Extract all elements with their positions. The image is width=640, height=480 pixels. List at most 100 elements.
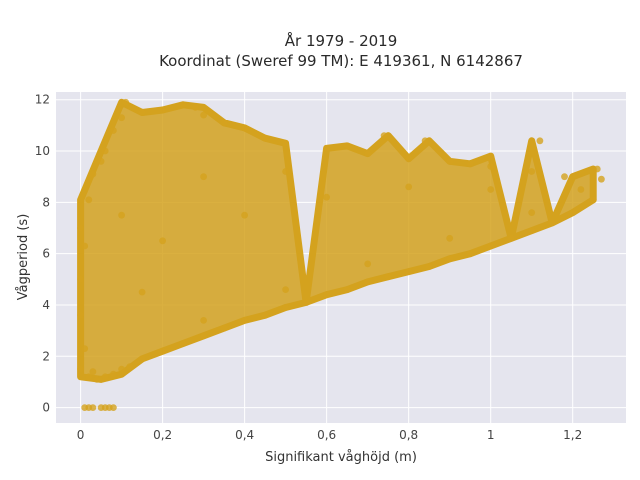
scatter-point (528, 227, 536, 235)
scatter-point (421, 137, 429, 145)
scatter-point (122, 98, 130, 106)
scatter-point (89, 368, 97, 376)
scatter-point (425, 263, 433, 270)
scatter-point (89, 404, 97, 411)
scatter-point (138, 109, 146, 116)
scatter-point (598, 175, 605, 183)
scatter-point (405, 155, 413, 163)
x-tick-label: 0 (77, 428, 85, 442)
scatter-point (569, 209, 577, 217)
scatter-point (528, 168, 536, 175)
scatter-point (200, 111, 208, 119)
scatter-point (81, 242, 89, 250)
scatter-point (110, 404, 117, 411)
scatter-point (282, 304, 289, 311)
scatter-point (241, 124, 249, 132)
y-axis-label: Vågperiod (s) (16, 214, 31, 301)
scatter-point (85, 373, 93, 381)
y-tick-label: 8 (42, 195, 50, 209)
y-tick-label: 2 (42, 349, 50, 363)
scatter-point (282, 168, 289, 175)
scatter-point (89, 170, 97, 178)
scatter-point (85, 196, 93, 204)
scatter-point (77, 311, 84, 319)
scatter-point (384, 273, 392, 281)
scatter-point (446, 157, 454, 165)
scatter-points (77, 98, 605, 411)
scatter-point (241, 211, 249, 219)
scatter-point (110, 127, 117, 134)
scatter-point (97, 157, 105, 165)
scatter-point (159, 106, 167, 114)
scatter-point (507, 234, 515, 242)
scatter-point (179, 101, 187, 109)
scatter-point (323, 291, 330, 299)
tick-labels: 0 0,2 0,4 0,6 0,8 1 1,2 0 2 4 6 8 10 12 (35, 93, 583, 442)
x-axis-label: Signifikant våghöjd (m) (265, 450, 417, 465)
scatter-point (282, 139, 289, 147)
scatter-point (220, 119, 228, 127)
scatter-point (487, 152, 495, 160)
x-tick-label: 0,8 (399, 428, 418, 442)
scatter-point (593, 165, 601, 173)
y-tick-label: 10 (35, 144, 50, 158)
scatter-point (589, 196, 597, 204)
scatter-point (282, 286, 289, 293)
scatter-point (77, 365, 84, 373)
scatter-point (118, 211, 125, 219)
x-tick-label: 1 (487, 428, 495, 442)
scatter-point (200, 173, 208, 181)
scatter-point (138, 355, 146, 363)
scatter-point (200, 317, 208, 324)
scatter-point (364, 150, 372, 158)
scatter-point (343, 286, 351, 293)
scatter-point (466, 250, 474, 258)
scatter-point (364, 278, 372, 286)
x-tick-label: 0,6 (317, 428, 336, 442)
scatter-point (446, 255, 454, 263)
x-tick-label: 0,4 (235, 428, 254, 442)
y-tick-label: 12 (35, 93, 50, 107)
scatter-point (118, 365, 125, 373)
scatter-point (323, 193, 330, 201)
scatter-point (343, 142, 351, 150)
scatter-point (405, 183, 413, 191)
scatter-point (81, 345, 89, 352)
scatter-point (577, 186, 585, 193)
scatter-point (548, 219, 556, 227)
x-tick-label: 1,2 (563, 428, 582, 442)
y-tick-label: 0 (42, 401, 50, 415)
scatter-point (487, 242, 495, 250)
scatter-point (528, 209, 536, 217)
scatter-point (261, 134, 269, 142)
scatter-point (220, 324, 228, 332)
chart-title: År 1979 - 2019 (285, 31, 398, 50)
scatter-point (192, 104, 199, 111)
scatter-point (138, 288, 146, 296)
y-tick-label: 4 (42, 298, 50, 312)
y-tick-label: 6 (42, 247, 50, 261)
scatter-point (323, 145, 330, 152)
x-tick-label: 0,2 (153, 428, 172, 442)
scatter-point (466, 160, 474, 168)
scatter-point (487, 186, 495, 193)
scatter-point (380, 132, 388, 140)
scatter-point (126, 363, 134, 370)
scatter-point (261, 311, 269, 319)
scatter-point (77, 275, 84, 283)
scatter-point (200, 332, 208, 340)
scatter-point (159, 347, 167, 355)
scatter-point (110, 370, 117, 378)
scatter-point (101, 373, 109, 381)
scatter-point (446, 234, 454, 242)
scatter-point (302, 299, 310, 306)
scatter-point (159, 237, 167, 245)
scatter-point (405, 268, 413, 275)
scatter-point (179, 340, 187, 347)
scatter-point (487, 163, 495, 170)
scatter-point (101, 147, 109, 155)
scatter-point (241, 317, 249, 324)
scatter-point (118, 114, 125, 122)
